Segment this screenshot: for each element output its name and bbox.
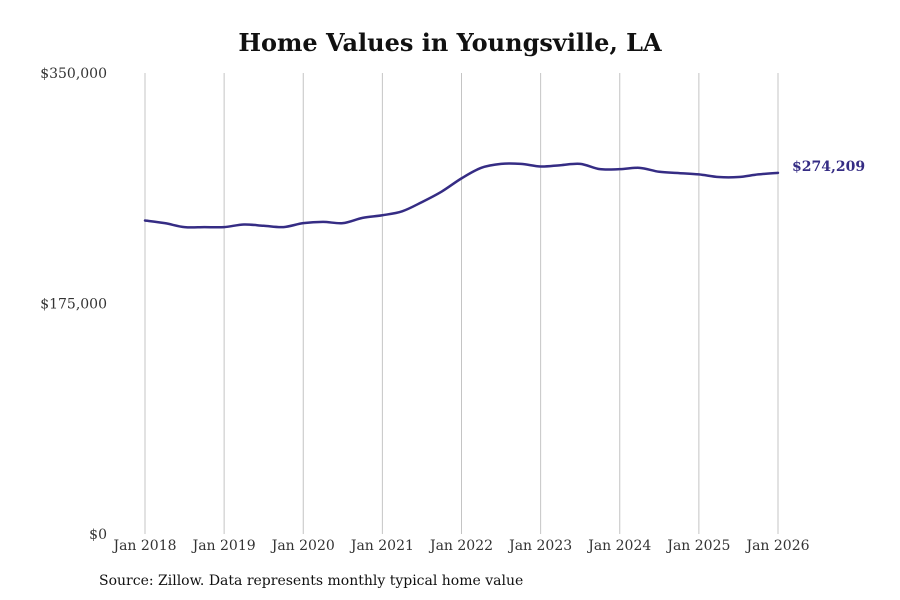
x-tick-label: Jan 2024 [586,538,651,554]
vertical-gridlines [144,73,779,534]
source-note: Source: Zillow. Data represents monthly … [99,573,524,589]
series-layer: $274,209 [143,159,865,229]
x-tick-label: Jan 2023 [507,538,572,554]
y-tick-label: $0 [89,527,107,543]
x-axis-ticks: Jan 2018 Jan 2019 Jan 2020 Jan 2021 Jan 2022… [111,538,809,554]
y-tick-label: $350,000 [40,66,107,82]
series-line [143,162,780,229]
x-tick-label: Jan 2020 [270,538,335,554]
chart-title: Home Values in Youngsville, LA [238,28,662,57]
y-tick-label: $175,000 [40,297,107,313]
x-tick-label: Jan 2021 [349,538,414,554]
end-value-label: $274,209 [792,159,865,175]
y-axis-ticks: $0 $175,000 $350,000 [40,66,107,543]
x-tick-label: Jan 2025 [665,538,730,554]
x-tick-label: Jan 2022 [428,538,493,554]
x-tick-label: Jan 2026 [744,538,809,554]
x-tick-label: Jan 2019 [191,538,256,554]
x-tick-label: Jan 2018 [111,538,176,554]
